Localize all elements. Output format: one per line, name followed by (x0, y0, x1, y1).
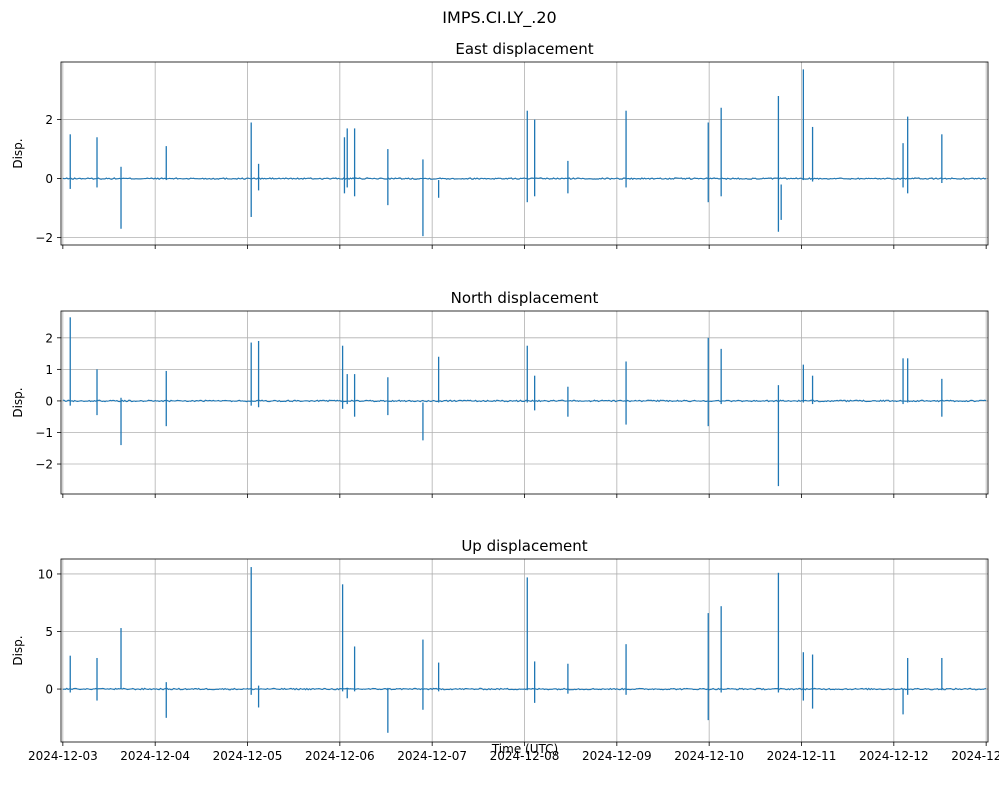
figure-suptitle: IMPS.CI.LY_.20 (442, 8, 556, 28)
x-tick-label: 2024-12-10 (674, 749, 744, 763)
x-tick-label: 2024-12-08 (490, 749, 560, 763)
y-tick-label: −2 (35, 231, 53, 245)
subplot-title: East displacement (455, 40, 593, 58)
y-tick-label: 1 (45, 363, 53, 377)
y-axis-label: Disp. (11, 635, 25, 665)
x-tick-label: 2024-12-06 (305, 749, 375, 763)
subplot-2: North displacement −2 −1 0 1 2 Disp. (11, 289, 989, 498)
y-tick-label: 2 (45, 331, 53, 345)
subplot-title: North displacement (451, 289, 599, 307)
axes-frame (60, 61, 989, 246)
axes-frame (60, 558, 989, 743)
y-tick-label: 0 (45, 172, 53, 186)
x-tick-label: 2024-12-11 (767, 749, 837, 763)
x-tick-label: 2024-12-12 (859, 749, 929, 763)
series-baseline (62, 687, 987, 691)
x-tick-label: 2024-12-13 (951, 749, 999, 763)
subplot-3: Up displacement 2024-12-03 2024-12-04 2024-… (11, 537, 999, 763)
x-tick-label: 2024-12-07 (397, 749, 467, 763)
subplot-1: East displacement −2 0 2 Disp. (11, 40, 989, 249)
series-baseline (62, 399, 987, 403)
y-axis-label: Disp. (11, 138, 25, 168)
x-axis-label: Time (UTC) (491, 742, 558, 756)
y-axis-label: Disp. (11, 387, 25, 417)
y-tick-label: 0 (45, 683, 53, 697)
subplot-title: Up displacement (461, 537, 587, 555)
series-baseline (62, 177, 987, 181)
x-tick-label: 2024-12-05 (213, 749, 283, 763)
y-tick-label: 0 (45, 394, 53, 408)
x-tick-label: 2024-12-04 (120, 749, 190, 763)
y-tick-label: 10 (38, 567, 53, 581)
y-tick-label: −1 (35, 426, 53, 440)
axes-frame (60, 310, 989, 495)
y-tick-label: 2 (45, 113, 53, 127)
x-tick-label: 2024-12-03 (28, 749, 98, 763)
x-tick-label: 2024-12-09 (582, 749, 652, 763)
y-tick-label: −2 (35, 458, 53, 472)
y-tick-label: 5 (45, 625, 53, 639)
